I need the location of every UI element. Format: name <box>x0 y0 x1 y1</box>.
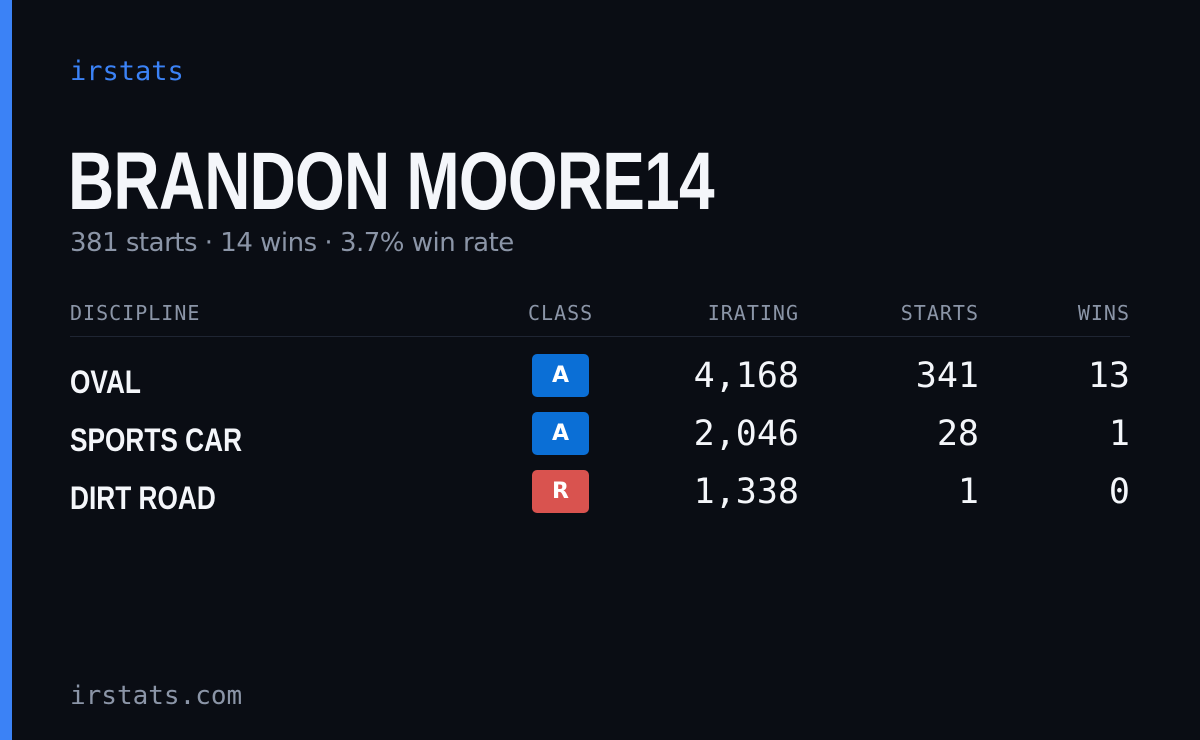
discipline-name: DIRT ROAD <box>70 480 216 516</box>
class-badge: A <box>532 412 589 455</box>
wins-value: 0 <box>1108 472 1130 512</box>
starts-value: 1 <box>957 472 979 512</box>
table-row: OVAL A 4,168 341 13 <box>0 354 1200 412</box>
header-class: CLASS <box>528 301 594 325</box>
starts-value: 28 <box>936 414 979 454</box>
irating-value: 1,338 <box>693 472 799 512</box>
class-badge: A <box>532 354 589 397</box>
class-badge: R <box>532 470 589 513</box>
header-divider <box>70 336 1130 337</box>
starts-value: 341 <box>915 356 979 396</box>
discipline-name: OVAL <box>70 364 141 400</box>
header-discipline: DISCIPLINE <box>70 301 201 325</box>
irating-value: 4,168 <box>693 356 799 396</box>
irating-value: 2,046 <box>693 414 799 454</box>
accent-bar <box>0 0 12 740</box>
header-starts: STARTS <box>900 301 979 325</box>
wins-value: 13 <box>1087 356 1130 396</box>
table-row: SPORTS CAR A 2,046 28 1 <box>0 412 1200 470</box>
brand-logo-text: irstats <box>70 56 184 87</box>
header-wins: WINS <box>1077 301 1130 325</box>
driver-summary: 381 starts · 14 wins · 3.7% win rate <box>70 228 514 258</box>
wins-value: 1 <box>1108 414 1130 454</box>
discipline-name: SPORTS CAR <box>70 422 243 458</box>
table-row: DIRT ROAD R 1,338 1 0 <box>0 470 1200 528</box>
driver-name: BRANDON MOORE14 <box>68 136 715 227</box>
header-irating: IRATING <box>707 301 799 325</box>
footer-url: irstats.com <box>70 681 243 711</box>
